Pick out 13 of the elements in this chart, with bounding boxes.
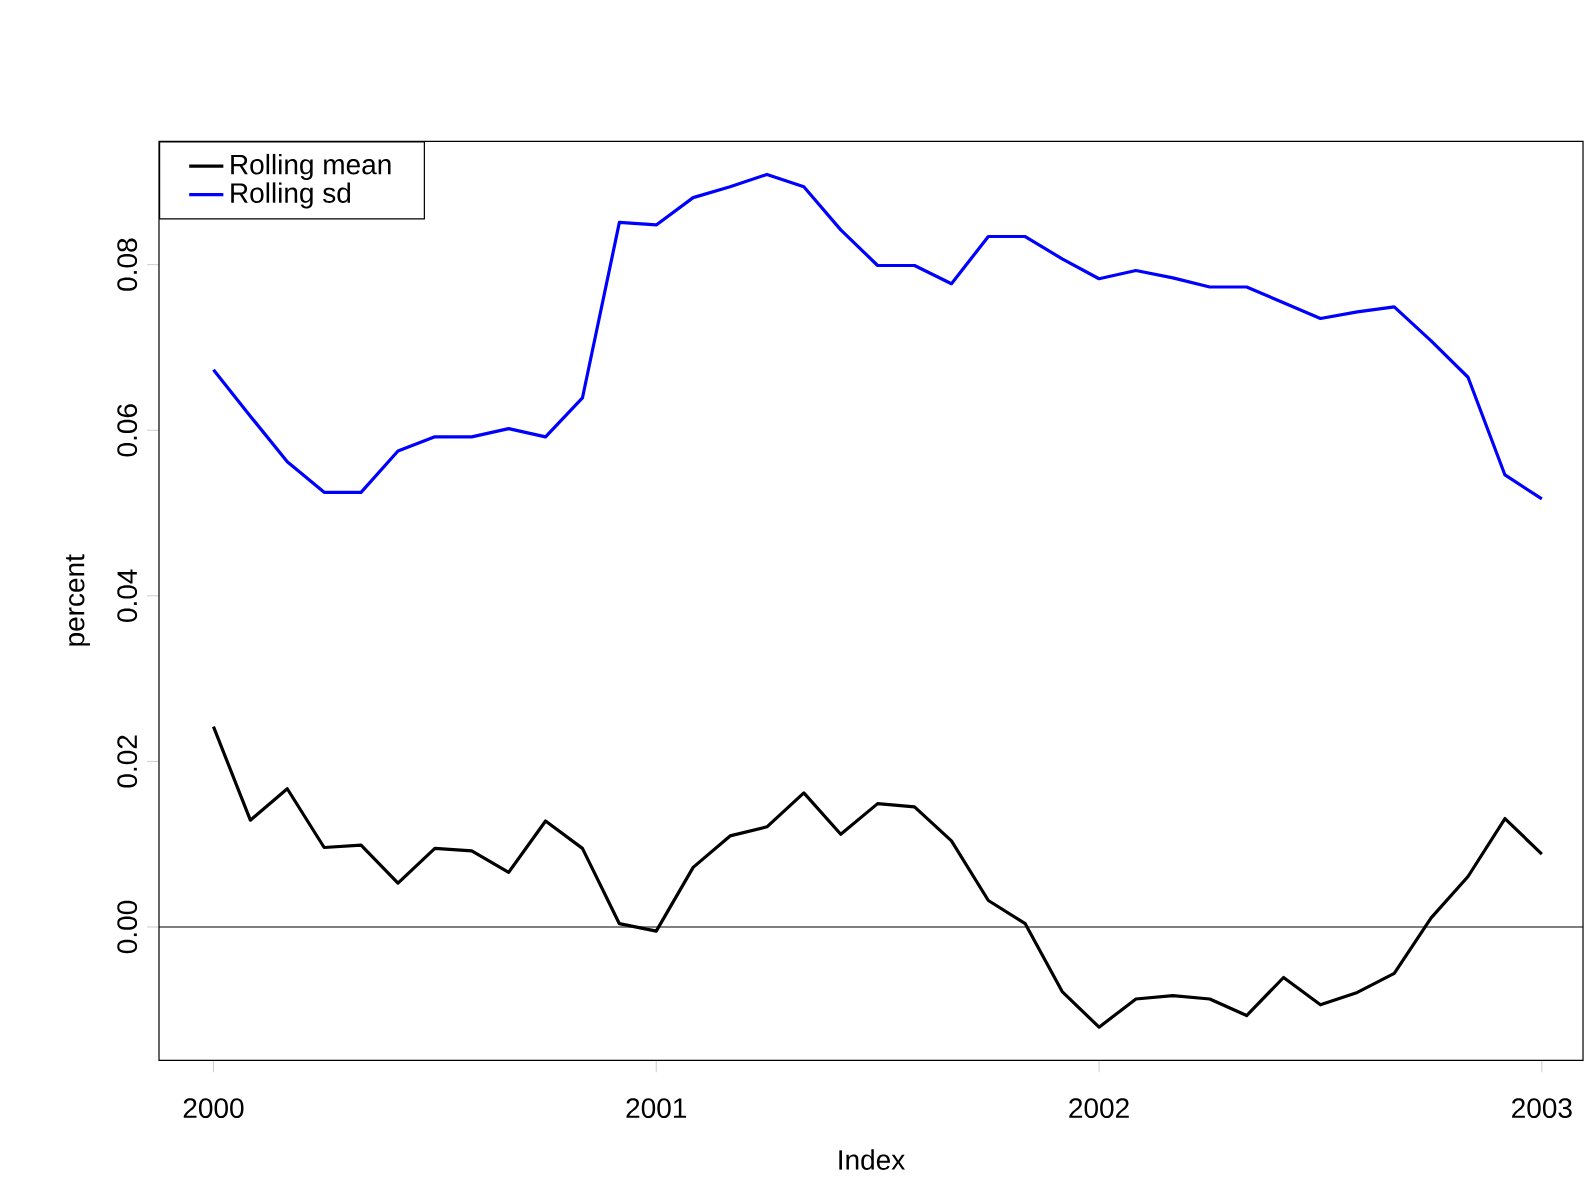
x-tick-label: 2001 [626, 1098, 687, 1118]
x-tick-label: 2002 [1069, 1098, 1129, 1118]
legend-label: Rolling mean [231, 153, 391, 180]
y-tick-label: 0.02 [117, 735, 138, 788]
y-tick-label: 0.04 [117, 569, 138, 622]
x-tick-label: 2000 [183, 1098, 244, 1118]
legend-label: Rolling sd [231, 182, 351, 209]
y-axis-title: percent [66, 554, 90, 646]
x-tick-label: 2003 [1512, 1098, 1572, 1118]
x-axis-title: Index [839, 1149, 905, 1170]
y-tick-label: 0.08 [117, 238, 138, 291]
y-tick-label: 0.06 [117, 404, 138, 457]
y-tick-label: 0.00 [117, 900, 138, 954]
